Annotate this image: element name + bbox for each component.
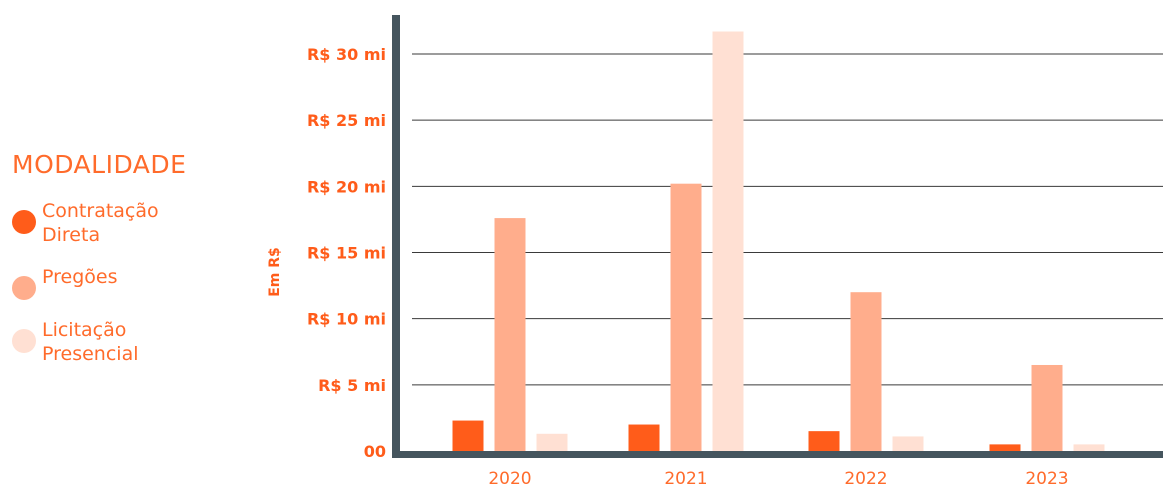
bar (850, 292, 882, 451)
bar (670, 183, 702, 452)
y-axis-line (392, 15, 400, 458)
bar (1031, 364, 1063, 451)
x-axis-line (392, 451, 1163, 458)
legend-item-pregoes: Pregões (12, 265, 242, 300)
bar (536, 433, 568, 451)
x-tick-labels: 2020 2021 2022 2023 (488, 469, 1068, 488)
y-tick-labels: 00 R$ 5 mi R$ 10 mi R$ 15 mi R$ 20 mi R$ 25 m… (307, 45, 386, 461)
x-tick-label: 2022 (844, 469, 887, 488)
y-axis-label: Em R$ (267, 247, 283, 297)
y-tick-label: R$ 5 mi (318, 376, 386, 395)
axes (392, 15, 1163, 458)
x-tick-label: 2020 (488, 469, 531, 488)
legend-item-licitacao-presencial: Licitação Presencial (12, 318, 242, 366)
y-tick-label: R$ 10 mi (307, 310, 386, 329)
y-tick-label: 00 (364, 442, 386, 461)
legend: MODALIDADE Contratação Direta Pregões Li… (12, 150, 242, 384)
bar (494, 218, 526, 451)
x-tick-label: 2023 (1025, 469, 1068, 488)
bar (712, 31, 744, 452)
y-tick-label: R$ 30 mi (307, 45, 386, 64)
legend-swatch (12, 276, 36, 300)
legend-title: MODALIDADE (12, 150, 187, 179)
bar (892, 436, 924, 451)
bar (808, 431, 840, 451)
bar (1073, 444, 1105, 451)
legend-label: Contratação Direta (42, 200, 159, 246)
bar (452, 420, 484, 451)
y-tick-label: R$ 25 mi (307, 111, 386, 130)
y-tick-label: R$ 15 mi (307, 244, 386, 263)
x-tick-label: 2021 (664, 469, 707, 488)
legend-label: Pregões (42, 266, 118, 288)
bar (628, 424, 660, 451)
legend-item-contratacao-direta: Contratação Direta (12, 199, 242, 247)
legend-swatch (12, 329, 36, 353)
legend-swatch (12, 210, 36, 234)
y-tick-label: R$ 20 mi (307, 177, 386, 196)
bars (452, 31, 1105, 452)
legend-label: Licitação Presencial (42, 319, 139, 365)
bar (989, 444, 1021, 451)
